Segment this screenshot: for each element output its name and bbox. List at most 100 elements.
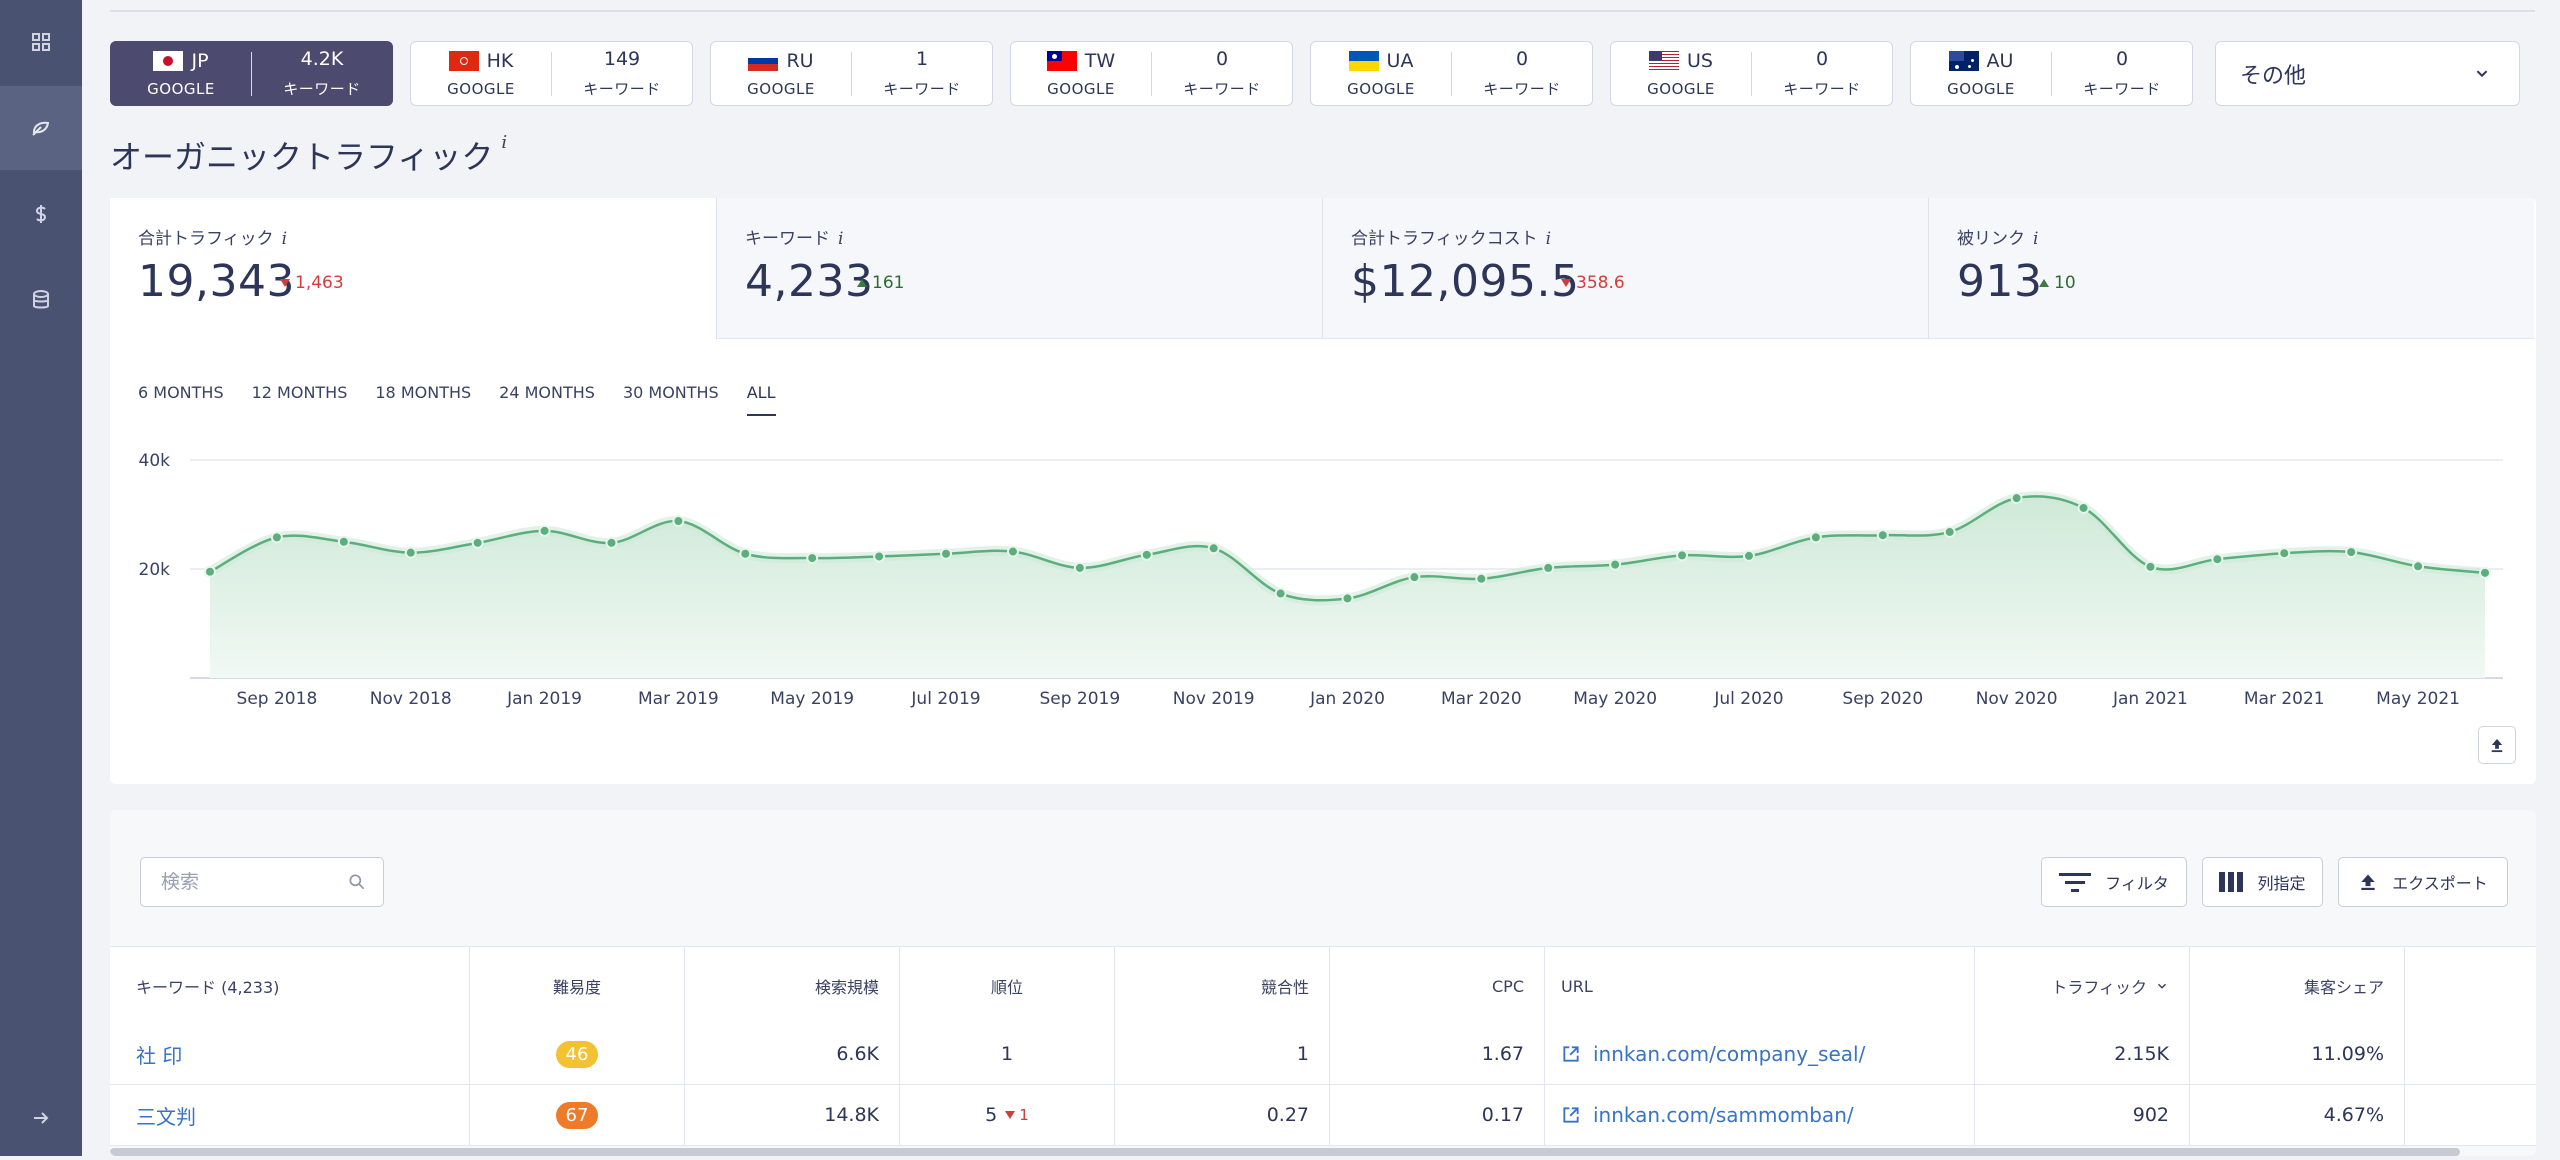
tab-12-months[interactable]: 12 MONTHS (251, 383, 348, 402)
data-point[interactable] (1341, 592, 1354, 605)
info-icon[interactable]: i (281, 229, 288, 249)
data-point[interactable] (2345, 546, 2358, 559)
sidebar-item-organic[interactable] (0, 86, 82, 170)
data-point[interactable] (337, 535, 350, 548)
tab-24-months[interactable]: 24 MONTHS (499, 383, 595, 402)
country-tab-au[interactable]: AU GOOGLE 0 キーワード (1910, 41, 2193, 106)
data-point[interactable] (1140, 548, 1153, 561)
country-tab-ru[interactable]: RU GOOGLE 1 キーワード (710, 41, 993, 106)
data-point[interactable] (2479, 566, 2491, 579)
engine-label: GOOGLE (747, 79, 815, 98)
header-difficulty[interactable]: 難易度 (470, 947, 685, 1025)
x-tick-label: Mar 2020 (1441, 689, 1522, 709)
sidebar-item-dashboard[interactable] (0, 0, 82, 84)
country-tab-jp[interactable]: JP GOOGLE 4.2K キーワード (110, 41, 393, 106)
data-point[interactable] (2010, 492, 2023, 505)
keyword-link[interactable]: 三文判 (136, 1104, 196, 1129)
sidebar-expand-button[interactable] (0, 1076, 82, 1160)
info-icon[interactable]: i (1545, 229, 1552, 249)
stat-keywords[interactable]: キーワード i 4,233 161 (716, 198, 1322, 339)
filter-button[interactable]: フィルタ (2041, 857, 2187, 907)
data-point[interactable] (806, 552, 819, 565)
chevron-down-icon (2476, 70, 2488, 78)
extra-cell: 1 (2405, 1085, 2536, 1145)
header-keyword[interactable]: キーワード (4,233) (110, 947, 470, 1025)
country-tab-hk[interactable]: HK GOOGLE 149 キーワード (410, 41, 693, 106)
tab-30-months[interactable]: 30 MONTHS (622, 383, 719, 402)
info-icon[interactable]: i (2033, 229, 2039, 249)
data-point[interactable] (2412, 560, 2425, 573)
data-point[interactable] (2077, 501, 2090, 514)
sidebar-item-database[interactable] (0, 258, 82, 342)
data-point[interactable] (672, 515, 685, 528)
info-icon[interactable]: i (501, 132, 508, 153)
x-tick-label: Mar 2021 (2244, 689, 2325, 709)
page-title-text: オーガニックトラフィック (110, 138, 494, 176)
data-point[interactable] (1876, 529, 1889, 542)
data-point[interactable] (1809, 531, 1822, 544)
horizontal-scrollbar[interactable] (110, 1148, 2460, 1156)
filter-label: フィルタ (2105, 874, 2169, 893)
data-point[interactable] (1073, 561, 1086, 574)
data-point[interactable] (2278, 547, 2291, 560)
tab-18-months[interactable]: 18 MONTHS (375, 383, 472, 402)
data-point[interactable] (270, 531, 283, 544)
stat-backlinks[interactable]: 被リンク i 913 10 (1928, 198, 2534, 339)
export-button[interactable]: エクスポート (2338, 857, 2508, 907)
data-point[interactable] (605, 536, 618, 549)
data-point[interactable] (1609, 558, 1622, 571)
data-point[interactable] (1943, 525, 1956, 538)
triangle-up-icon (2039, 279, 2049, 287)
keyword-link[interactable]: 社 印 (136, 1043, 183, 1068)
keyword-unit: キーワード (1483, 80, 1561, 98)
data-point[interactable] (1742, 549, 1755, 562)
data-point[interactable] (1676, 549, 1689, 562)
stat-traffic-cost[interactable]: 合計トラフィックコスト i $12,095.5 358.6 (1322, 198, 1928, 339)
data-point[interactable] (2211, 553, 2224, 566)
external-link-icon[interactable] (1561, 1105, 1581, 1125)
url-link[interactable]: innkan.com/company_seal/ (1593, 1042, 1866, 1066)
tab-6-months[interactable]: 6 MONTHS (138, 383, 224, 402)
data-point[interactable] (739, 547, 752, 560)
info-icon[interactable]: i (838, 229, 844, 249)
url-cell: innkan.com/company_seal/ (1545, 1024, 1975, 1084)
url-link[interactable]: innkan.com/sammomban/ (1593, 1103, 1854, 1127)
header-position[interactable]: 順位 (900, 947, 1115, 1025)
data-point[interactable] (404, 546, 417, 559)
header-url[interactable]: URL (1545, 947, 1975, 1025)
header-traffic[interactable]: トラフィック (1975, 947, 2190, 1025)
sidebar-item-cost[interactable] (0, 172, 82, 256)
data-point[interactable] (1475, 572, 1488, 585)
columns-button[interactable]: 列指定 (2202, 857, 2323, 907)
header-competition[interactable]: 競合性 (1115, 947, 1330, 1025)
external-link-icon[interactable] (1561, 1044, 1581, 1064)
chart-export-button[interactable] (2478, 726, 2516, 764)
country-code: UA (1386, 49, 1414, 72)
stat-delta: 358.6 (1561, 273, 1625, 293)
data-point[interactable] (1006, 545, 1019, 558)
data-point[interactable] (538, 524, 551, 537)
stat-total-traffic[interactable]: 合計トラフィック i 19,343 1,463 (110, 198, 716, 339)
other-countries-select[interactable]: その他 (2215, 41, 2520, 106)
data-point[interactable] (1207, 542, 1220, 555)
data-point[interactable] (1408, 571, 1421, 584)
data-point[interactable] (2144, 560, 2157, 573)
header-volume[interactable]: 検索規模 (685, 947, 900, 1025)
stat-value: 19,343 (138, 256, 295, 307)
country-tab-us[interactable]: US GOOGLE 0 キーワード (1610, 41, 1893, 106)
tab-all[interactable]: ALL (746, 383, 776, 416)
header-share[interactable]: 集客シェア (2190, 947, 2405, 1025)
data-point[interactable] (204, 565, 216, 578)
header-cpc[interactable]: CPC (1330, 947, 1545, 1025)
data-point[interactable] (471, 536, 484, 549)
search-icon[interactable] (347, 872, 367, 892)
data-point[interactable] (940, 547, 953, 560)
data-point[interactable] (1542, 561, 1555, 574)
country-tab-ua[interactable]: UA GOOGLE 0 キーワード (1310, 41, 1593, 106)
data-point[interactable] (873, 550, 886, 563)
search-input[interactable] (159, 870, 343, 894)
keyword-cell: 社 印 (110, 1024, 470, 1084)
header-extra[interactable]: 集客 (2405, 947, 2536, 1025)
data-point[interactable] (1274, 587, 1287, 600)
country-tab-tw[interactable]: TW GOOGLE 0 キーワード (1010, 41, 1293, 106)
